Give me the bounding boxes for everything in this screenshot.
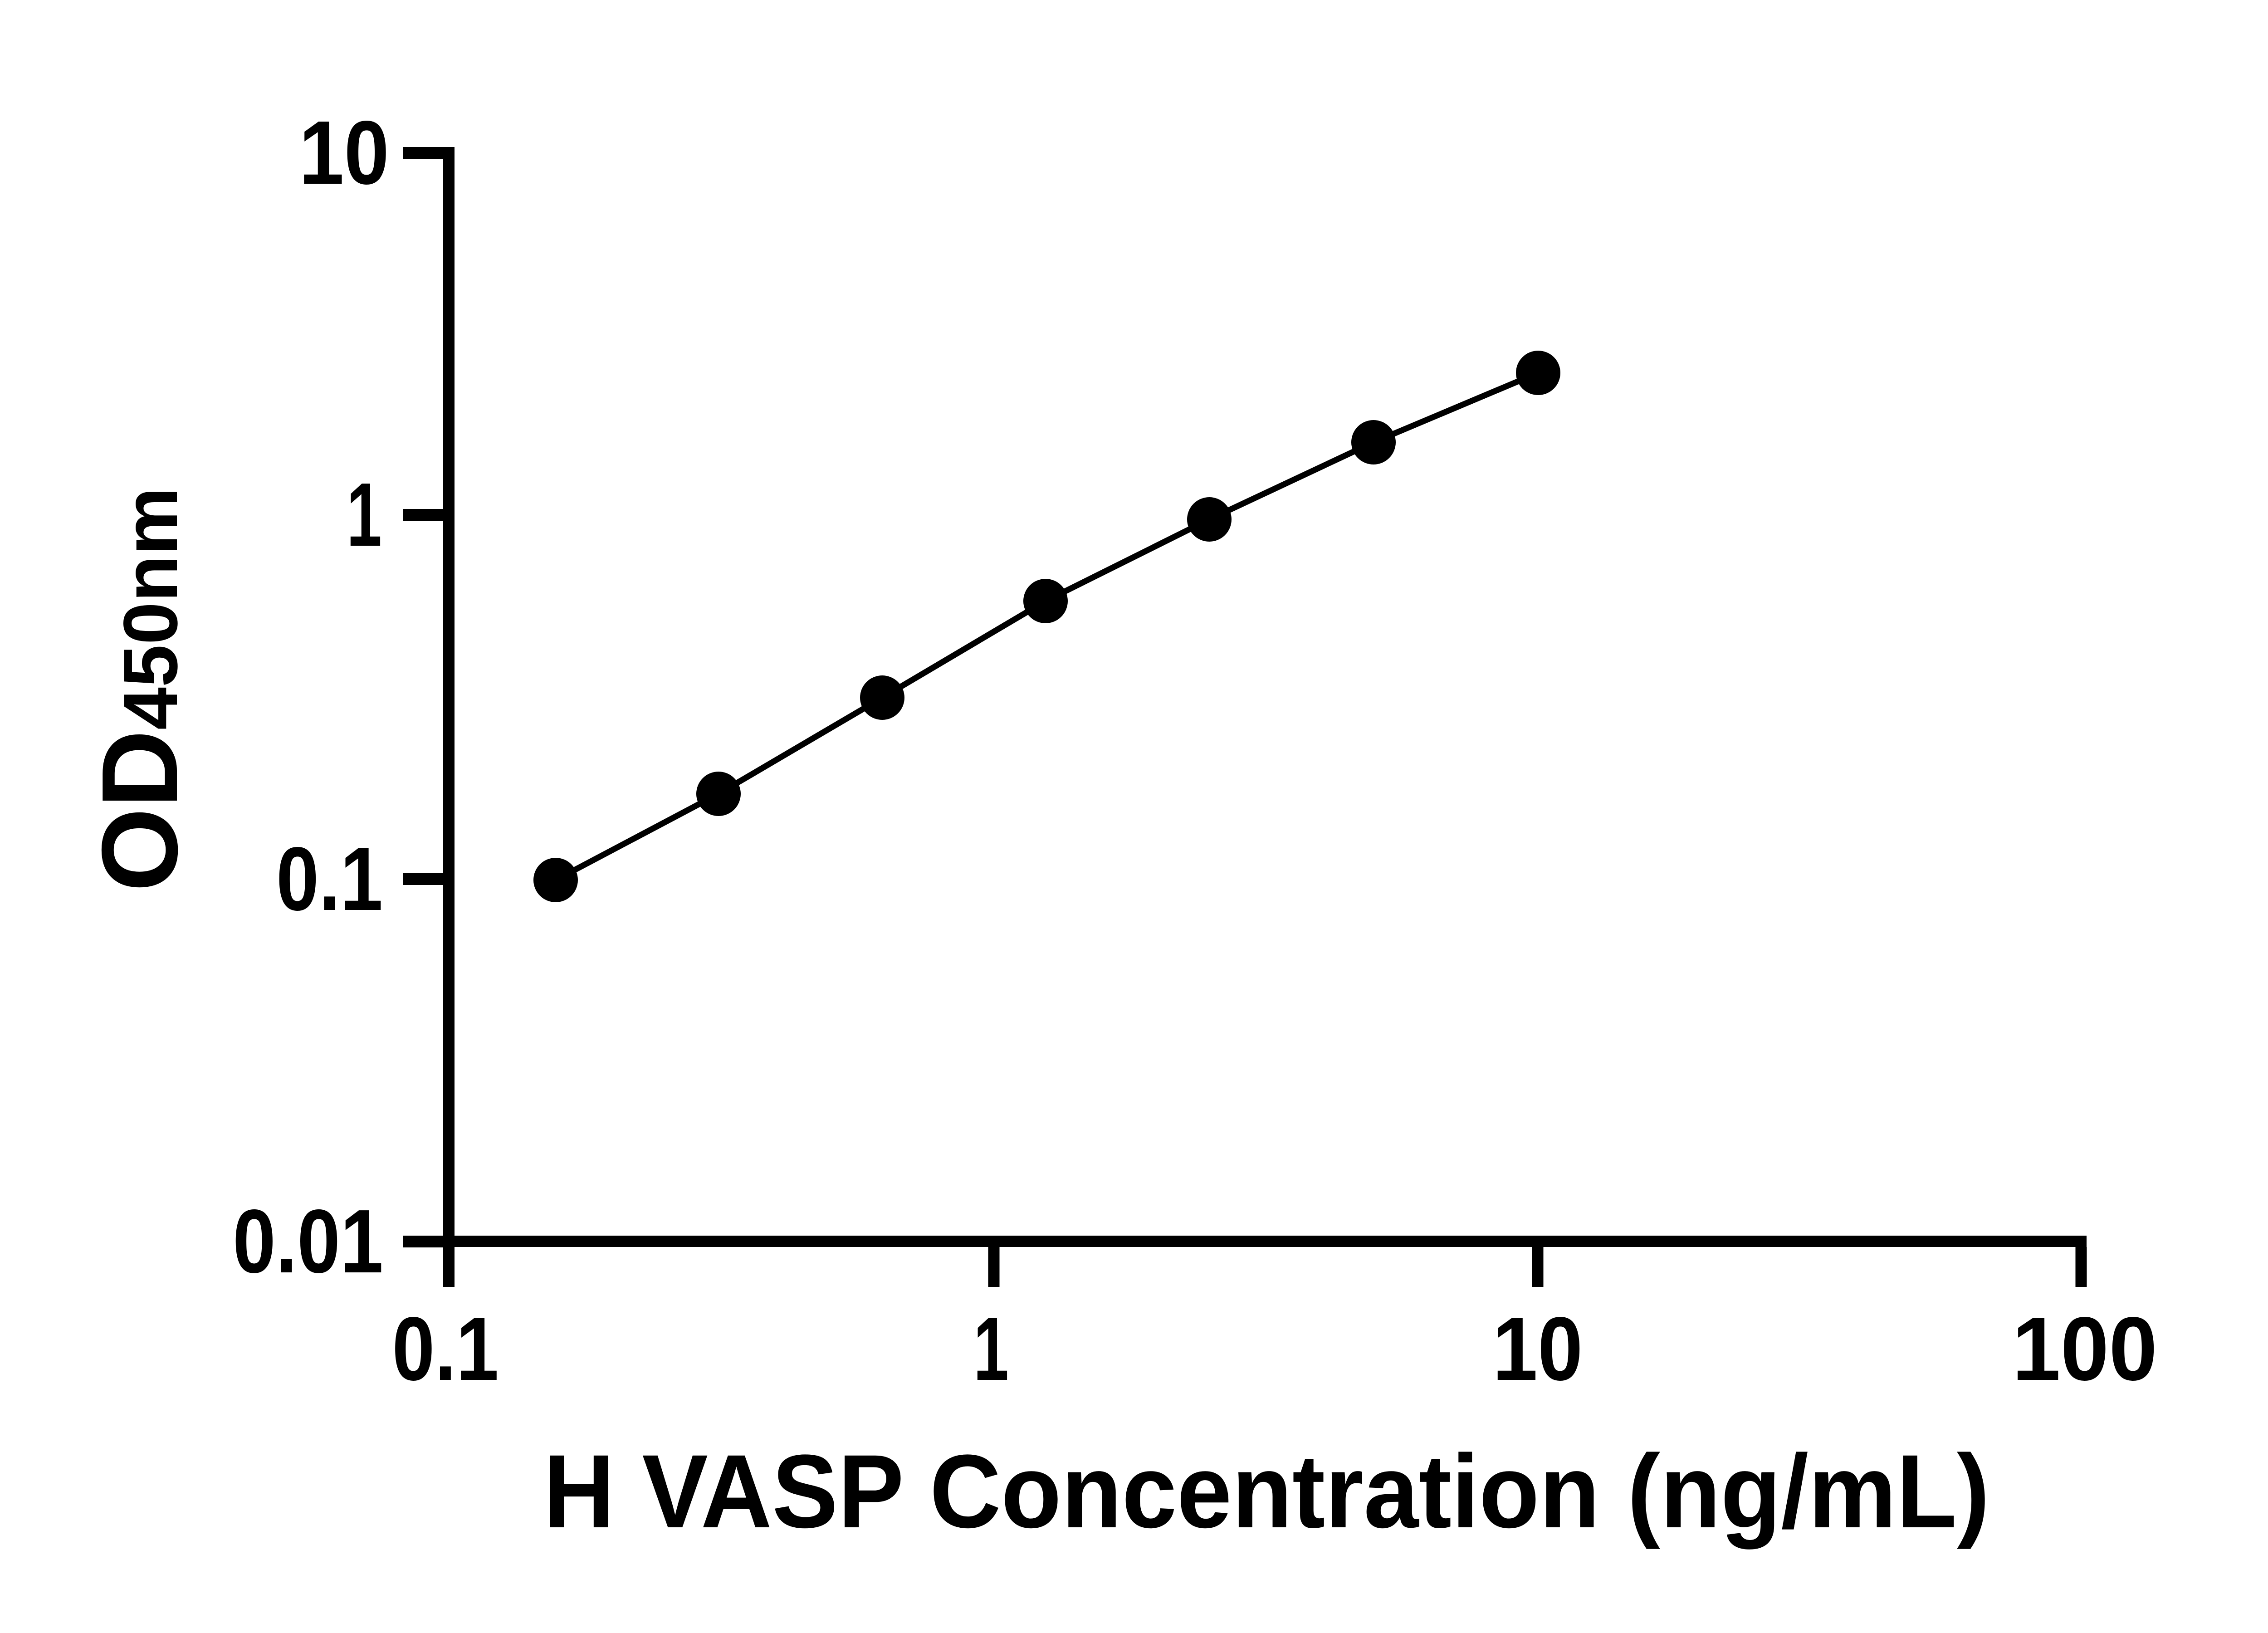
svg-text:0.1: 0.1 — [276, 829, 383, 929]
svg-text:10: 10 — [1493, 1299, 1583, 1399]
svg-text:1: 1 — [347, 464, 382, 565]
svg-text:0.1: 0.1 — [392, 1299, 499, 1399]
svg-text:0.01: 0.01 — [233, 1191, 383, 1292]
svg-text:H VASP Concentration (ng/mL): H VASP Concentration (ng/mL) — [543, 1433, 1990, 1550]
svg-text:10: 10 — [299, 103, 389, 203]
svg-text:1: 1 — [973, 1299, 1009, 1399]
svg-text:100: 100 — [2012, 1299, 2157, 1399]
